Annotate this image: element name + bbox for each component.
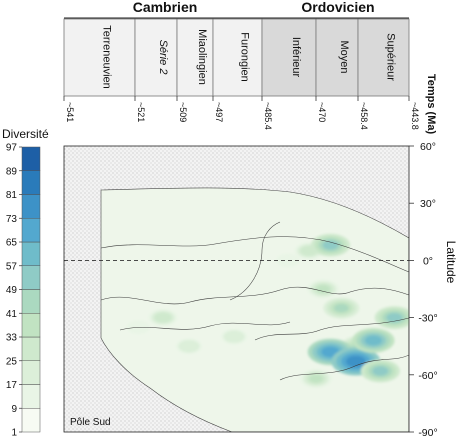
colorbar: Diversité 1 9 17 25 33 41 49 57 65 73 81 89 97 [2, 127, 49, 439]
colorbar-swatch [21, 384, 41, 409]
timescale-header: Cambrien Ordovicien Terreneuvien Série 2 M… [63, 0, 437, 135]
diversity-cell [346, 355, 366, 368]
stage-label: Moyen [338, 40, 350, 73]
time-tick-label: ~485.4 [263, 102, 273, 130]
time-tick-label: ~541 [65, 102, 75, 122]
colorbar-tick-label: 97 [6, 143, 18, 154]
stage-box [134, 18, 178, 97]
stage-box [212, 18, 263, 97]
stage-box [357, 18, 410, 97]
colorbar-swatch [21, 313, 41, 338]
diversity-cell [334, 303, 349, 313]
colorbar-tick-label: 89 [6, 166, 18, 177]
latitude-tick-label: 60° [420, 141, 436, 153]
stage-label: Série 2 [157, 40, 169, 75]
stage-label: Furongien [239, 32, 251, 82]
colorbar-tick-label: 9 [11, 404, 17, 415]
annotation-pole-sud: Pôle Sud [70, 417, 111, 428]
colorbar-swatch [21, 289, 41, 314]
colorbar-tick-label: 17 [6, 380, 18, 391]
colorbar-tick-label: 25 [6, 356, 18, 367]
latitude-tick-label: -30° [418, 313, 437, 325]
stage-label: Inférieur [290, 37, 302, 78]
period-label-cambrien: Cambrien [133, 0, 198, 15]
colorbar-tick-label: 57 [6, 261, 18, 272]
colorbar-swatch [21, 218, 41, 243]
time-tick-label: ~521 [136, 102, 146, 122]
contour-line [254, 317, 409, 341]
diversity-cell [223, 330, 245, 343]
diversity-cell [364, 335, 382, 346]
diversity-cell [386, 313, 403, 323]
colorbar-tick-label: 81 [6, 190, 18, 201]
colorbar-title: Diversité [2, 127, 49, 141]
plot-frame [63, 145, 410, 433]
diversity-cell [276, 253, 300, 268]
diversity-cell [309, 374, 323, 383]
colorbar-swatch [21, 360, 41, 385]
time-tick-label: ~458.4 [359, 102, 369, 130]
diversity-cell [154, 312, 172, 323]
latitude-tick-label: -60° [418, 370, 437, 382]
stage-box [63, 18, 136, 97]
time-tick-label: ~509 [178, 102, 188, 122]
contour-line [279, 354, 409, 381]
diversity-cell [322, 240, 339, 250]
colorbar-tick-label: 1 [11, 428, 17, 439]
stage-box [315, 18, 359, 97]
period-label-ordovicien: Ordovicien [301, 0, 374, 15]
stage-label: Terreneuvien [101, 25, 113, 89]
colorbar-tick-label: 49 [6, 285, 18, 296]
colorbar-tick-label: 65 [6, 238, 18, 249]
time-tick-label: ~470 [317, 102, 327, 122]
colorbar-swatch [21, 408, 41, 433]
colorbar-swatch [21, 336, 41, 361]
stage-label: Miaolingien [196, 29, 208, 85]
diversity-cell [178, 339, 200, 353]
time-tick-label: ~497 [214, 102, 224, 122]
colorbar-swatch [21, 194, 41, 219]
contour-line [119, 321, 291, 331]
colorbar-tick-label: 73 [6, 214, 18, 225]
latitude-tick-label: 0° [423, 255, 433, 267]
diversity-cell [372, 366, 389, 376]
colorbar-tick-label: 41 [6, 309, 18, 320]
diversity-cell [316, 285, 330, 293]
colorbar-swatch [21, 265, 41, 290]
latitude-tick-label: 30° [420, 198, 436, 210]
contour-line [101, 236, 409, 273]
contour-line [101, 286, 409, 305]
colorbar-swatch [21, 170, 41, 195]
contour-line [229, 221, 281, 301]
time-tick-label: ~443.8 [410, 102, 420, 130]
colorbar-swatch [21, 241, 41, 266]
stage-label: Supérieur [385, 33, 397, 81]
colorbar-swatch [21, 146, 41, 171]
latitude-tick-label: -90° [418, 427, 437, 439]
colorbar-tick-label: 33 [6, 333, 18, 344]
plot-area: Pôle Sud 60° 30° 0° -30° -60° -90° Latitude [63, 141, 458, 439]
stage-box [261, 18, 317, 97]
time-axis-label: Temps (Ma) [425, 74, 437, 135]
latitude-axis-label: Latitude [444, 241, 458, 284]
stage-box [176, 18, 214, 97]
